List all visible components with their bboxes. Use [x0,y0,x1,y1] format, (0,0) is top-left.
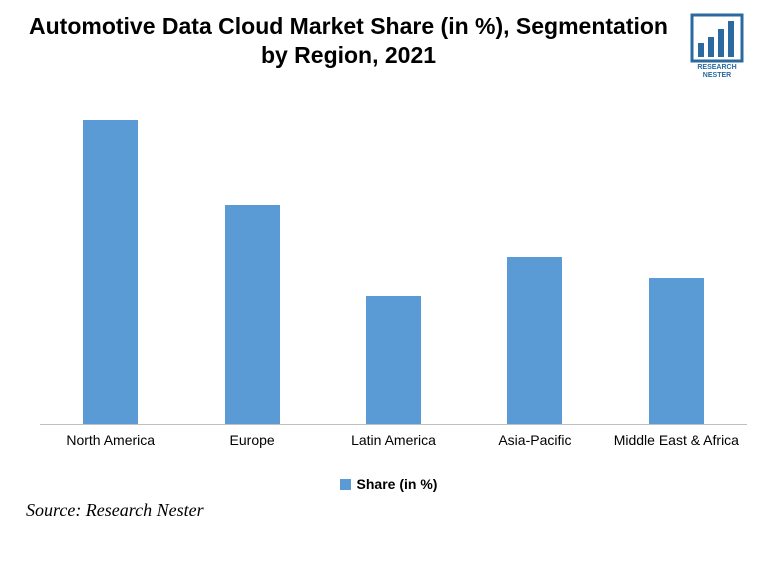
bar [649,278,704,424]
bar [366,296,421,424]
chart-title: Automotive Data Cloud Market Share (in %… [20,10,677,70]
x-axis-labels: North AmericaEuropeLatin AmericaAsia-Pac… [40,428,747,470]
svg-text:RESEARCH: RESEARCH [697,64,736,71]
x-axis-label: Middle East & Africa [606,428,747,470]
legend-label: Share (in %) [357,476,438,492]
bar [83,120,138,424]
source-text: Source: Research Nester [20,500,757,521]
header-row: Automotive Data Cloud Market Share (in %… [20,10,757,80]
bar [507,257,562,424]
svg-text:NESTER: NESTER [703,72,731,79]
legend-swatch-icon [340,479,351,490]
x-axis-label: Europe [181,428,322,470]
x-axis-label: Asia-Pacific [464,428,605,470]
chart-area: North AmericaEuropeLatin AmericaAsia-Pac… [20,90,757,470]
x-axis-label: North America [40,428,181,470]
bar [225,205,280,424]
x-axis-label: Latin America [323,428,464,470]
research-nester-logo: RESEARCH NESTER [677,10,757,80]
chart-legend: Share (in %) [20,476,757,492]
chart-plot [40,90,747,425]
